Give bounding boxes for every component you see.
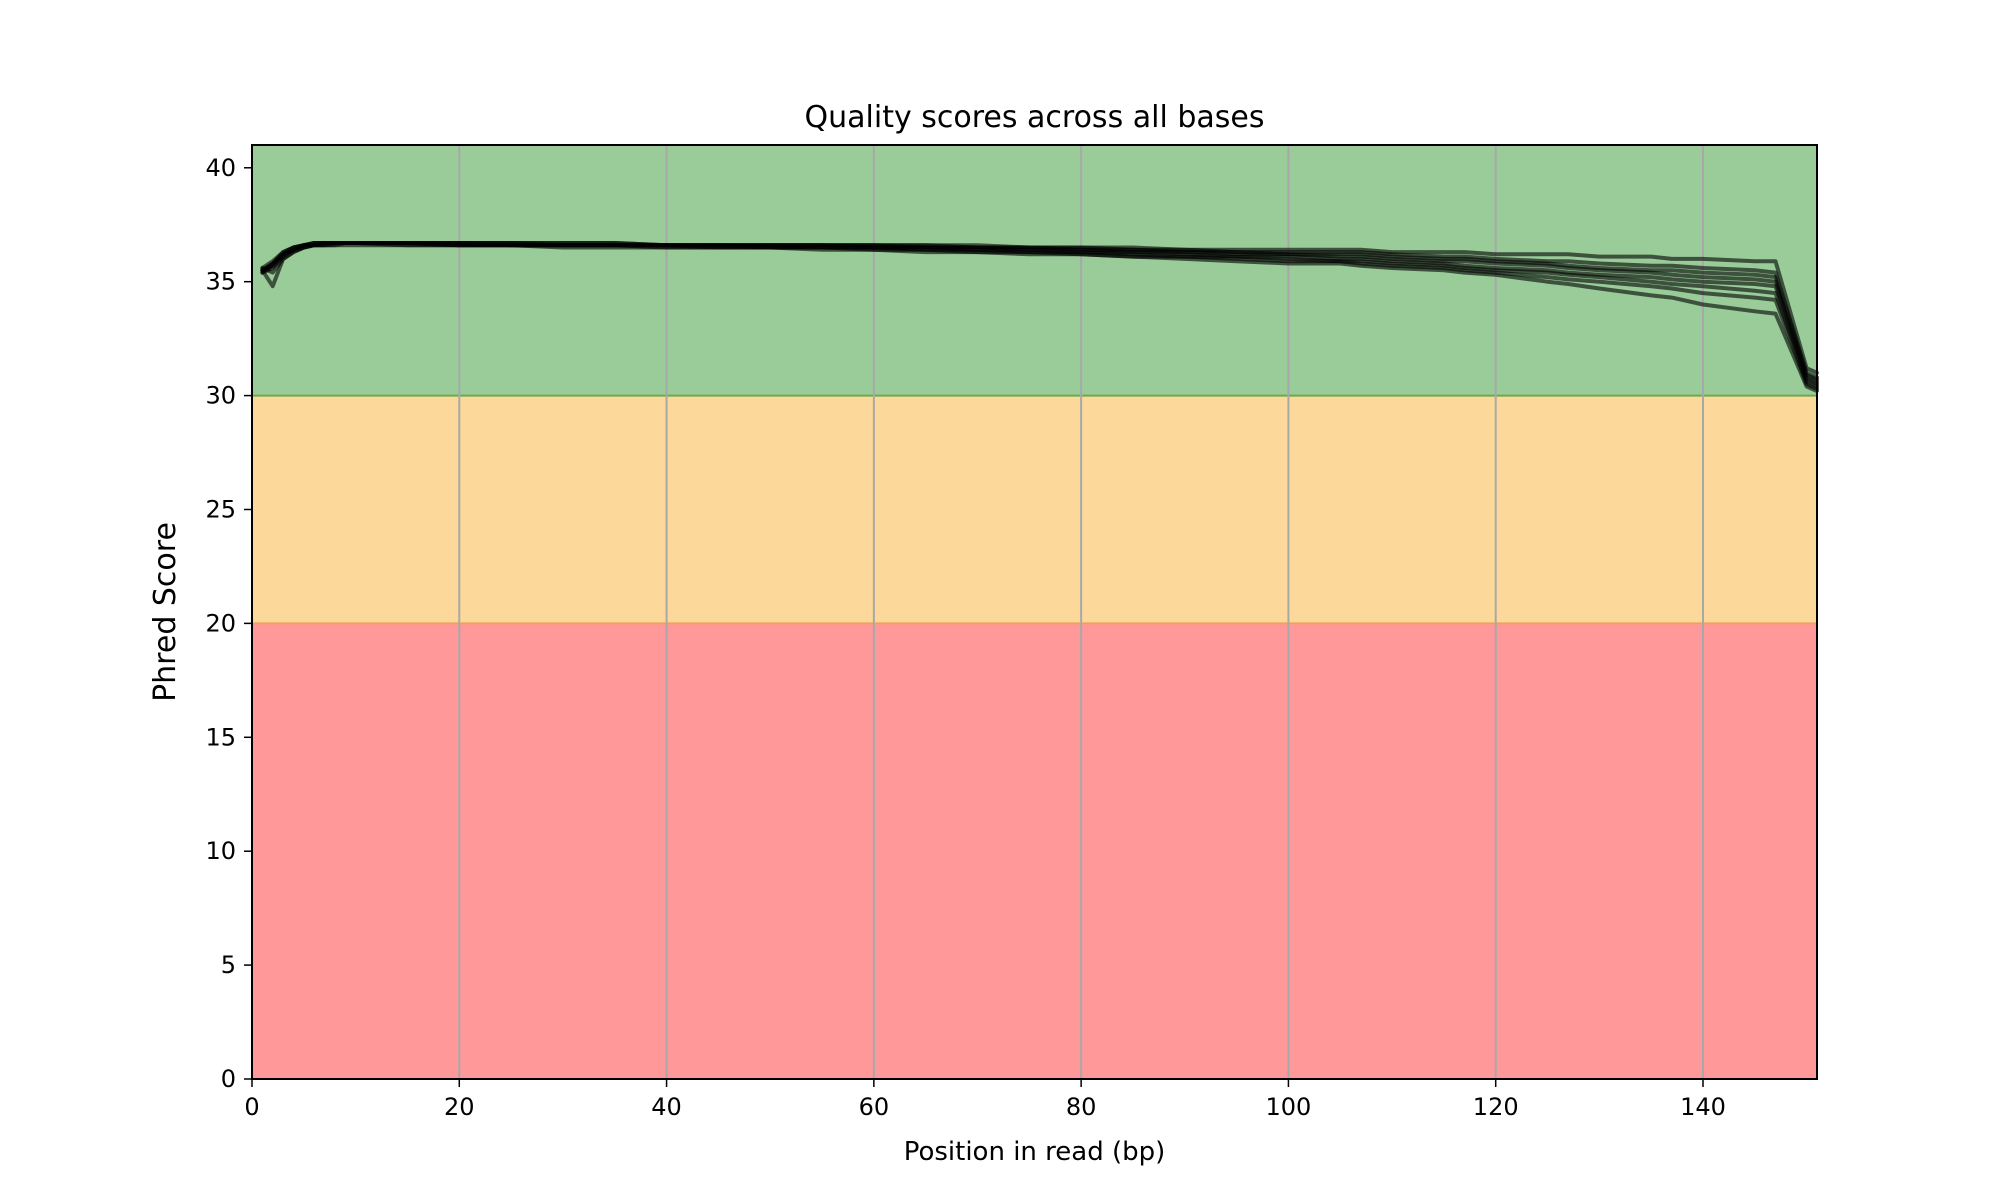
x-tick-label-140: 140 [1680,1093,1726,1121]
x-tick-label-0: 0 [244,1093,259,1121]
series-lines [260,241,1819,393]
y-axis-ticks: 0 5 10 15 20 25 30 35 40 [205,154,252,1093]
y-tick-label-30: 30 [205,382,236,410]
y-tick-label-20: 20 [205,609,236,637]
y-tick-label-10: 10 [205,837,236,865]
x-tick-label-20: 20 [444,1093,475,1121]
y-axis-label: Phred Score [148,522,183,702]
quality-band-0 [252,623,1817,1079]
quality-band-1 [252,395,1817,624]
y-tick-label-0: 0 [221,1065,236,1093]
plot-frame [251,144,1818,1080]
y-tick-label-5: 5 [221,951,236,979]
series-line-8 [260,243,1819,393]
y-tick-label-15: 15 [205,723,236,751]
y-tick-label-40: 40 [205,154,236,182]
x-tick-label-40: 40 [651,1093,682,1121]
x-tick-label-80: 80 [1066,1093,1097,1121]
y-tick-label-35: 35 [205,268,236,296]
y-tick-label-25: 25 [205,495,236,523]
chart-title: Quality scores across all bases [805,100,1265,135]
x-axis-ticks: 0 20 40 60 80 100 120 140 [244,1079,1726,1121]
x-tick-label-100: 100 [1266,1093,1312,1121]
x-axis-label: Position in read (bp) [904,1137,1166,1167]
x-tick-label-60: 60 [859,1093,890,1121]
x-tick-label-120: 120 [1473,1093,1519,1121]
vertical-gridlines [458,145,1704,1079]
